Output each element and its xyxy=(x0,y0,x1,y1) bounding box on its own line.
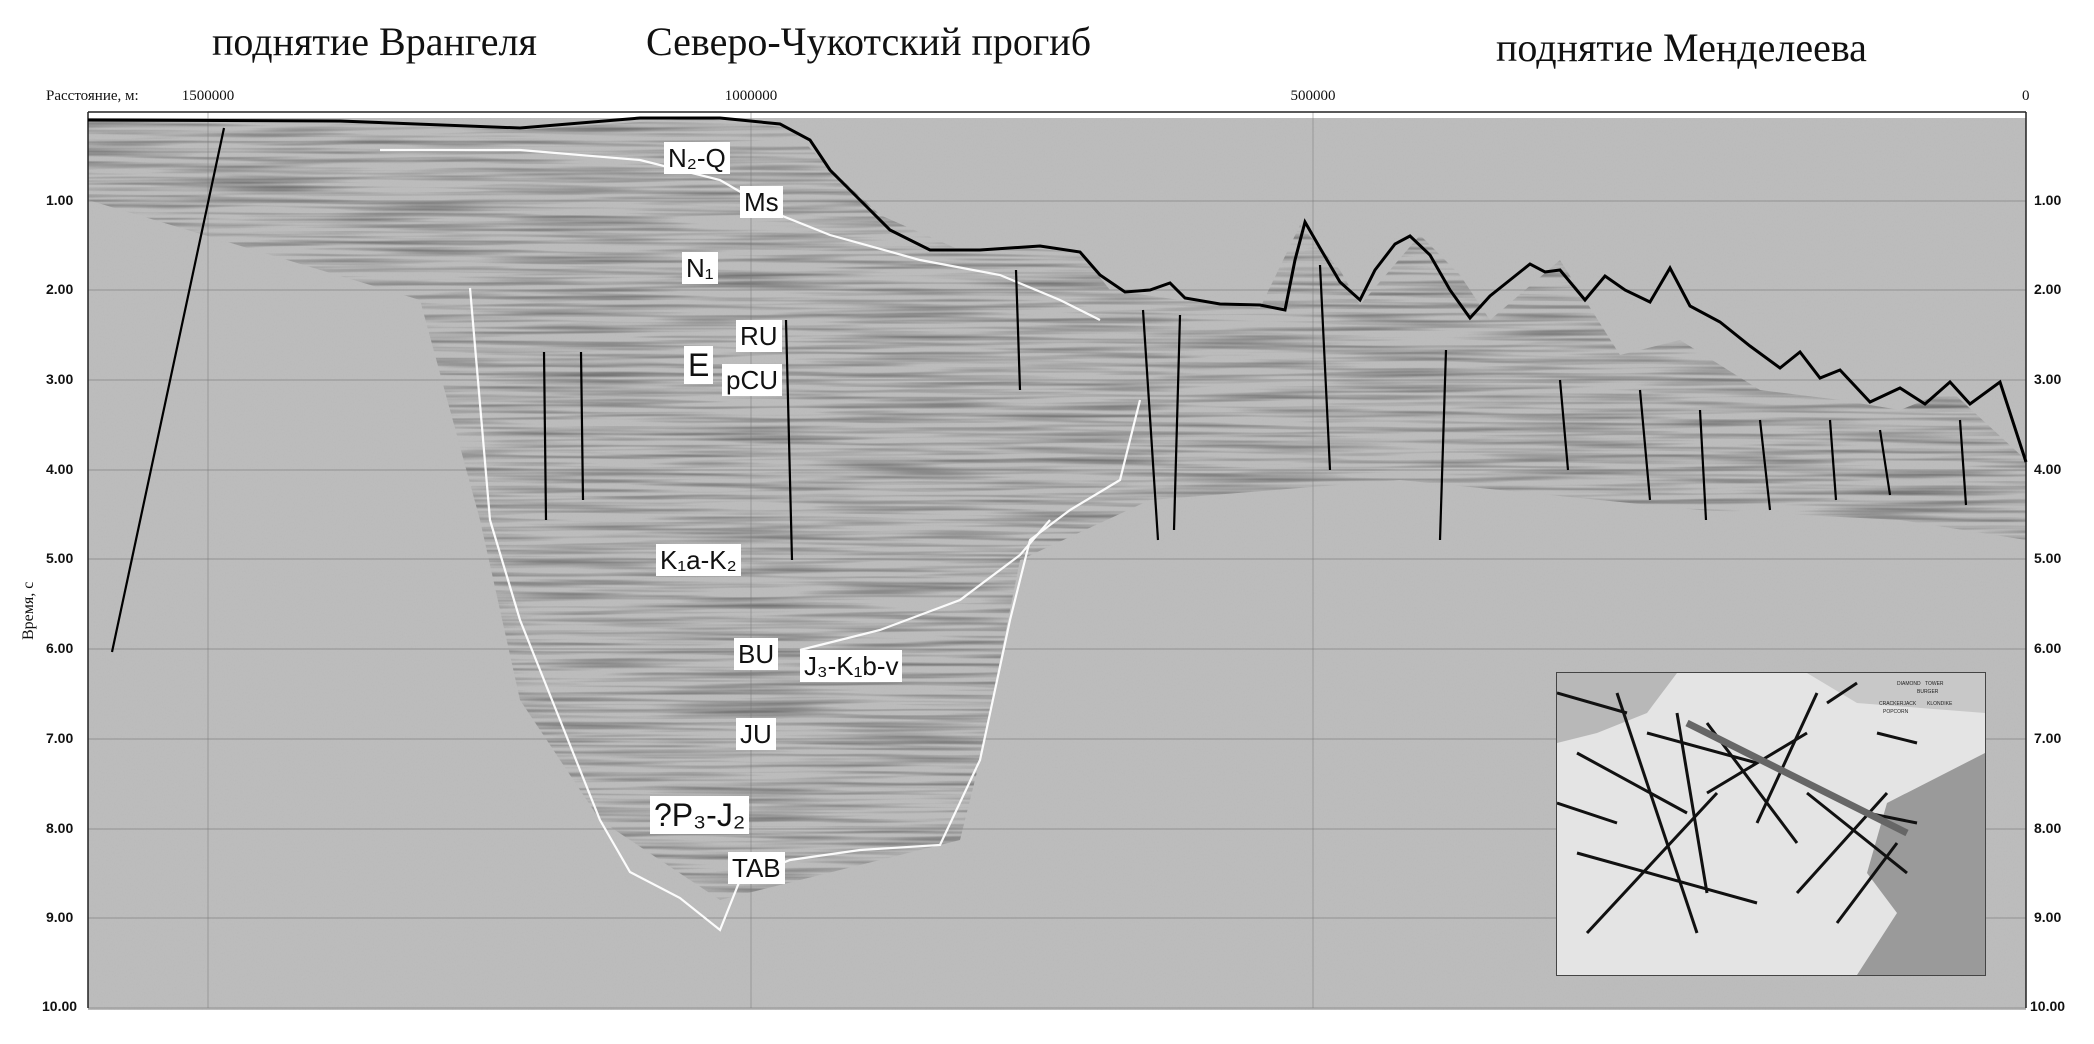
horizon-label-j3-k1b-v: J₃-K₁b-v xyxy=(800,650,903,682)
horizon-label-pcu: pCU xyxy=(722,364,783,396)
time-tick: 4.00 xyxy=(2034,461,2062,477)
horizon-label-tab: TAB xyxy=(728,852,785,884)
inset-map-drawing xyxy=(1557,673,1985,975)
distance-tick: 1000000 xyxy=(724,88,778,104)
time-tick: 8.00 xyxy=(46,820,74,836)
fault-line xyxy=(1958,419,1968,506)
title-mendeleev-uplift: поднятие Менделеева xyxy=(1496,25,1867,70)
inset-label: BURGER xyxy=(1917,689,1939,695)
distance-tick: 0 xyxy=(2022,88,2030,104)
time-tick: 7.00 xyxy=(46,730,74,746)
time-tick: 9.00 xyxy=(2034,909,2062,925)
fault-line xyxy=(1141,309,1160,541)
horizon-label-p3-j2: ?P₃-J₂ xyxy=(650,796,750,834)
time-axis-title: Время, с xyxy=(20,581,37,640)
time-tick: 5.00 xyxy=(46,550,74,566)
fault-line xyxy=(1172,314,1182,531)
distance-tick: 500000 xyxy=(1290,88,1336,104)
time-tick: 5.00 xyxy=(2034,550,2062,566)
fault-line xyxy=(579,351,585,501)
horizon-label-k1a-k2: K₁a-K₂ xyxy=(656,544,741,576)
title-north-chukchi-trough: Северо-Чукотский прогиб xyxy=(646,19,1092,64)
time-tick: 6.00 xyxy=(46,640,74,656)
fault-line xyxy=(1758,419,1772,511)
seafloor-line xyxy=(87,116,2028,463)
horizon-label-n1: N₁ xyxy=(682,252,718,284)
horizon-label-ru: RU xyxy=(736,320,782,352)
fault-line xyxy=(1698,409,1708,521)
fault-line xyxy=(1014,269,1022,391)
horizon-label-n2q: N₂-Q xyxy=(664,142,730,174)
time-tick: 8.00 xyxy=(2034,820,2062,836)
fault-line xyxy=(1558,379,1570,471)
title-wrangel-uplift: поднятие Врангеля xyxy=(212,19,537,64)
time-tick: 6.00 xyxy=(2034,640,2062,656)
horizon-white-bu xyxy=(799,519,1051,652)
horizon-white-ms xyxy=(380,148,1101,321)
inset-label: POPCORN xyxy=(1883,709,1909,715)
inset-location-map: DIAMOND TOWER BURGER CRACKERJACK KLONDIK… xyxy=(1556,672,1986,976)
time-tick: 1.00 xyxy=(2034,192,2062,208)
time-tick: 4.00 xyxy=(46,461,74,477)
horizon-label-e: E xyxy=(684,346,714,384)
inset-label: TOWER xyxy=(1925,681,1944,687)
distance-axis-title: Расстояние, м: xyxy=(46,88,139,104)
inset-label: KLONDIKE xyxy=(1927,701,1953,707)
inset-label: CRACKERJACK xyxy=(1879,701,1917,707)
time-tick: 3.00 xyxy=(2034,371,2062,387)
distance-tick: 1500000 xyxy=(181,88,235,104)
time-tick: 10.00 xyxy=(2030,998,2066,1014)
fault-line xyxy=(1878,429,1892,496)
time-tick: 1.00 xyxy=(46,192,74,208)
time-tick: 10.00 xyxy=(42,998,78,1014)
fault-line xyxy=(542,351,548,521)
inset-label: DIAMOND xyxy=(1897,681,1921,687)
time-tick: 7.00 xyxy=(2034,730,2062,746)
time-tick: 3.00 xyxy=(46,371,74,387)
fault-line xyxy=(1438,349,1448,541)
horizon-label-bu: BU xyxy=(734,638,779,670)
fault-line xyxy=(110,127,226,653)
fault-line xyxy=(1638,389,1652,501)
time-tick: 9.00 xyxy=(46,909,74,925)
horizon-label-ju: JU xyxy=(736,718,776,750)
fault-line xyxy=(1828,419,1838,501)
horizon-label-ms: Ms xyxy=(740,186,783,218)
time-tick: 2.00 xyxy=(2034,281,2062,297)
fault-line xyxy=(1318,264,1332,471)
fault-line xyxy=(784,319,794,561)
time-tick: 2.00 xyxy=(46,281,74,297)
